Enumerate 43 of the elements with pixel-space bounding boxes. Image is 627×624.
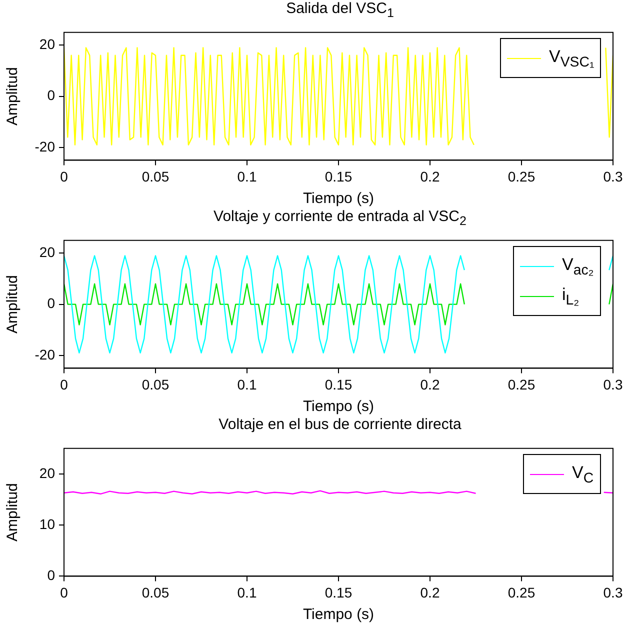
x-tick-label: 0	[60, 376, 68, 392]
y-tick-label: 20	[39, 36, 56, 52]
x-tick-label: 0.25	[508, 168, 536, 184]
x-tick-label: 0.05	[142, 376, 170, 392]
y-tick-label: 0	[47, 567, 56, 584]
legend-label: i$_{L₂}$	[562, 284, 580, 308]
x-axis-title: Tiempo (s)	[302, 606, 374, 624]
x-tick-label: 0.05	[142, 168, 170, 184]
x-axis-title: Tiempo (s)	[302, 190, 374, 208]
x-tick-label: 0	[60, 168, 68, 184]
y-tick-label: 20	[39, 464, 56, 481]
y-axis-title: Amplitud	[4, 483, 22, 542]
x-tick-label: 0.3	[603, 168, 623, 184]
x-tick-label: 0.3	[603, 376, 623, 392]
legend-label: V$_{VSC₁}$	[549, 46, 594, 70]
x-tick-label: 0.25	[508, 376, 536, 392]
x-tick-label: 0.2	[420, 376, 440, 392]
y-tick-label: 10	[39, 516, 56, 532]
y-axis-title: Amplitud	[4, 275, 22, 334]
x-tick-label: 0.1	[237, 168, 257, 184]
chart-title: Salida del VSC$_{1}$	[285, 0, 395, 22]
chart-title: Voltaje en el bus de corriente directa	[218, 416, 462, 434]
y-tick-label: -20	[34, 346, 56, 362]
y-tick-label: -20	[34, 138, 56, 154]
x-tick-label: 0.05	[142, 584, 170, 600]
x-tick-label: 0.15	[324, 376, 352, 392]
x-tick-label: 0	[60, 584, 68, 600]
x-tick-label: 0.1	[237, 376, 257, 392]
y-tick-label: 0	[47, 295, 56, 312]
x-tick-label: 0.15	[324, 584, 352, 600]
x-tick-label: 0.2	[420, 584, 440, 600]
legend-label: V$_{ac₂}$	[562, 254, 594, 278]
x-tick-label: 0.15	[324, 168, 352, 184]
legend-label: V$_{C}$	[572, 462, 594, 486]
x-tick-label: 0.25	[508, 584, 536, 600]
y-tick-label: 0	[47, 87, 56, 104]
y-tick-label: 20	[39, 244, 56, 260]
x-tick-label: 0.3	[603, 584, 623, 600]
y-axis-title: Amplitud	[4, 67, 22, 126]
x-tick-label: 0.2	[420, 168, 440, 184]
x-tick-label: 0.1	[237, 584, 257, 600]
chart-title: Voltaje y corriente de entrada al VSC$_{2}$	[212, 208, 468, 230]
x-axis-title: Tiempo (s)	[302, 398, 374, 416]
